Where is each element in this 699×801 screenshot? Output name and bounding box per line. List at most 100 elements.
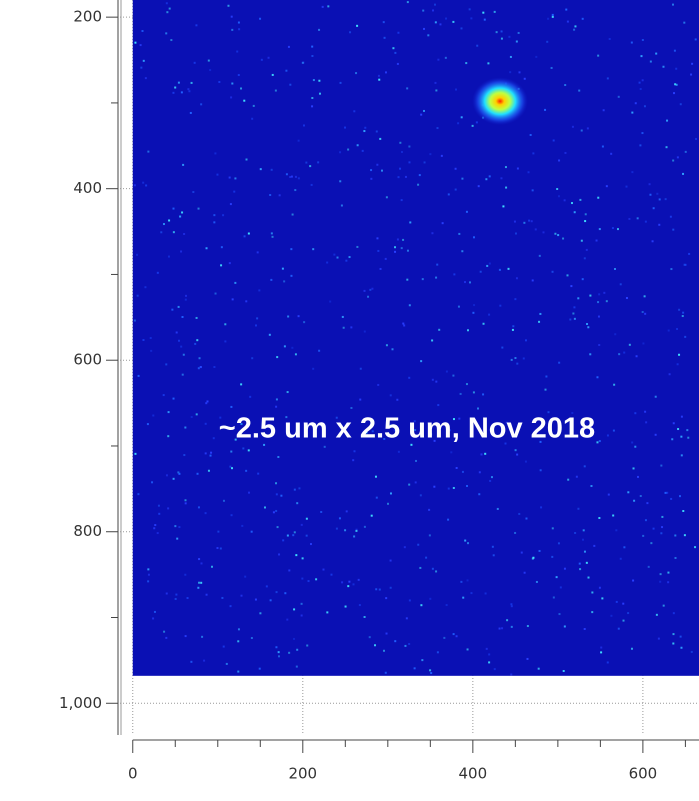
noise-speckle (614, 333, 617, 336)
noise-speckle (378, 78, 381, 81)
noise-speckle (672, 422, 675, 425)
noise-speckle (586, 323, 589, 326)
noise-speckle (612, 514, 615, 517)
noise-speckle (514, 232, 517, 235)
noise-speckle (355, 529, 358, 532)
noise-speckle (182, 353, 185, 356)
noise-speckle (338, 517, 341, 520)
noise-speckle (177, 81, 180, 84)
noise-speckle (329, 300, 332, 303)
noise-speckle (197, 367, 200, 370)
noise-speckle (498, 268, 501, 271)
noise-speckle (644, 410, 647, 413)
noise-speckle (563, 625, 566, 628)
noise-speckle (423, 109, 426, 112)
noise-speckle (163, 630, 166, 633)
noise-speckle (408, 304, 411, 307)
noise-speckle (250, 530, 253, 533)
noise-speckle (382, 21, 385, 24)
noise-speckle (448, 429, 451, 432)
noise-speckle (288, 651, 291, 654)
noise-speckle (389, 559, 392, 562)
noise-speckle (617, 95, 620, 98)
noise-speckle (394, 51, 397, 54)
noise-speckle (458, 417, 461, 420)
noise-speckle (510, 603, 513, 606)
noise-speckle (318, 92, 321, 95)
noise-speckle (655, 52, 658, 55)
noise-speckle (199, 366, 202, 369)
noise-speckle (251, 357, 254, 360)
noise-speckle (433, 485, 436, 488)
noise-speckle (311, 96, 314, 99)
noise-speckle (526, 657, 529, 660)
noise-speckle (285, 69, 288, 72)
noise-speckle (359, 367, 362, 370)
noise-speckle (587, 576, 590, 579)
noise-speckle (174, 525, 177, 528)
noise-speckle (402, 238, 405, 241)
noise-speckle (348, 580, 351, 583)
noise-speckle (610, 152, 613, 155)
noise-speckle (275, 398, 278, 401)
noise-speckle (649, 60, 652, 63)
noise-speckle (516, 362, 519, 365)
noise-speckle (677, 428, 680, 431)
noise-speckle (356, 245, 359, 248)
noise-speckle (641, 132, 644, 135)
noise-speckle (619, 283, 622, 286)
noise-speckle (388, 424, 391, 427)
noise-speckle (301, 557, 304, 560)
noise-speckle (551, 270, 554, 273)
noise-speckle (573, 317, 576, 320)
noise-speckle (544, 388, 547, 391)
noise-speckle (606, 434, 609, 437)
noise-speckle (572, 312, 575, 315)
noise-speckle (420, 360, 423, 363)
noise-speckle (259, 612, 262, 615)
noise-speckle (289, 175, 292, 178)
noise-speckle (586, 127, 589, 130)
noise-speckle (491, 545, 494, 548)
noise-speckle (277, 456, 280, 459)
noise-speckle (259, 168, 262, 171)
noise-speckle (539, 312, 542, 315)
noise-speckle (616, 228, 619, 231)
noise-speckle (460, 580, 463, 583)
noise-speckle (312, 79, 315, 82)
noise-speckle (665, 146, 668, 149)
noise-speckle (646, 502, 649, 505)
noise-speckle (259, 17, 262, 20)
noise-speckle (219, 547, 222, 550)
noise-speckle (602, 109, 605, 112)
noise-speckle (237, 628, 240, 631)
noise-speckle (222, 214, 225, 217)
noise-speckle (303, 321, 306, 324)
noise-speckle (187, 88, 190, 91)
noise-speckle (633, 499, 636, 502)
noise-speckle (296, 502, 299, 505)
noise-speckle (326, 611, 329, 614)
noise-speckle (276, 526, 279, 529)
noise-speckle (367, 295, 370, 298)
noise-speckle (516, 453, 519, 456)
annotation: ~2.5 um x 2.5 um, Nov 2018 (219, 413, 595, 445)
noise-speckle (512, 325, 515, 328)
noise-speckle (498, 627, 501, 630)
noise-speckle (627, 612, 630, 615)
noise-speckle (597, 54, 600, 57)
noise-speckle (417, 543, 420, 546)
noise-speckle (477, 185, 480, 188)
beam-spot (472, 77, 529, 126)
noise-speckle (231, 82, 234, 85)
y-tick-label: 400 (73, 179, 102, 197)
noise-speckle (542, 231, 545, 234)
noise-speckle (205, 593, 208, 596)
noise-speckle (290, 274, 293, 277)
noise-speckle (513, 220, 516, 223)
noise-speckle (231, 467, 234, 470)
noise-speckle (639, 495, 642, 498)
noise-speckle (377, 383, 380, 386)
noise-speckle (377, 249, 380, 252)
noise-speckle (461, 250, 464, 253)
